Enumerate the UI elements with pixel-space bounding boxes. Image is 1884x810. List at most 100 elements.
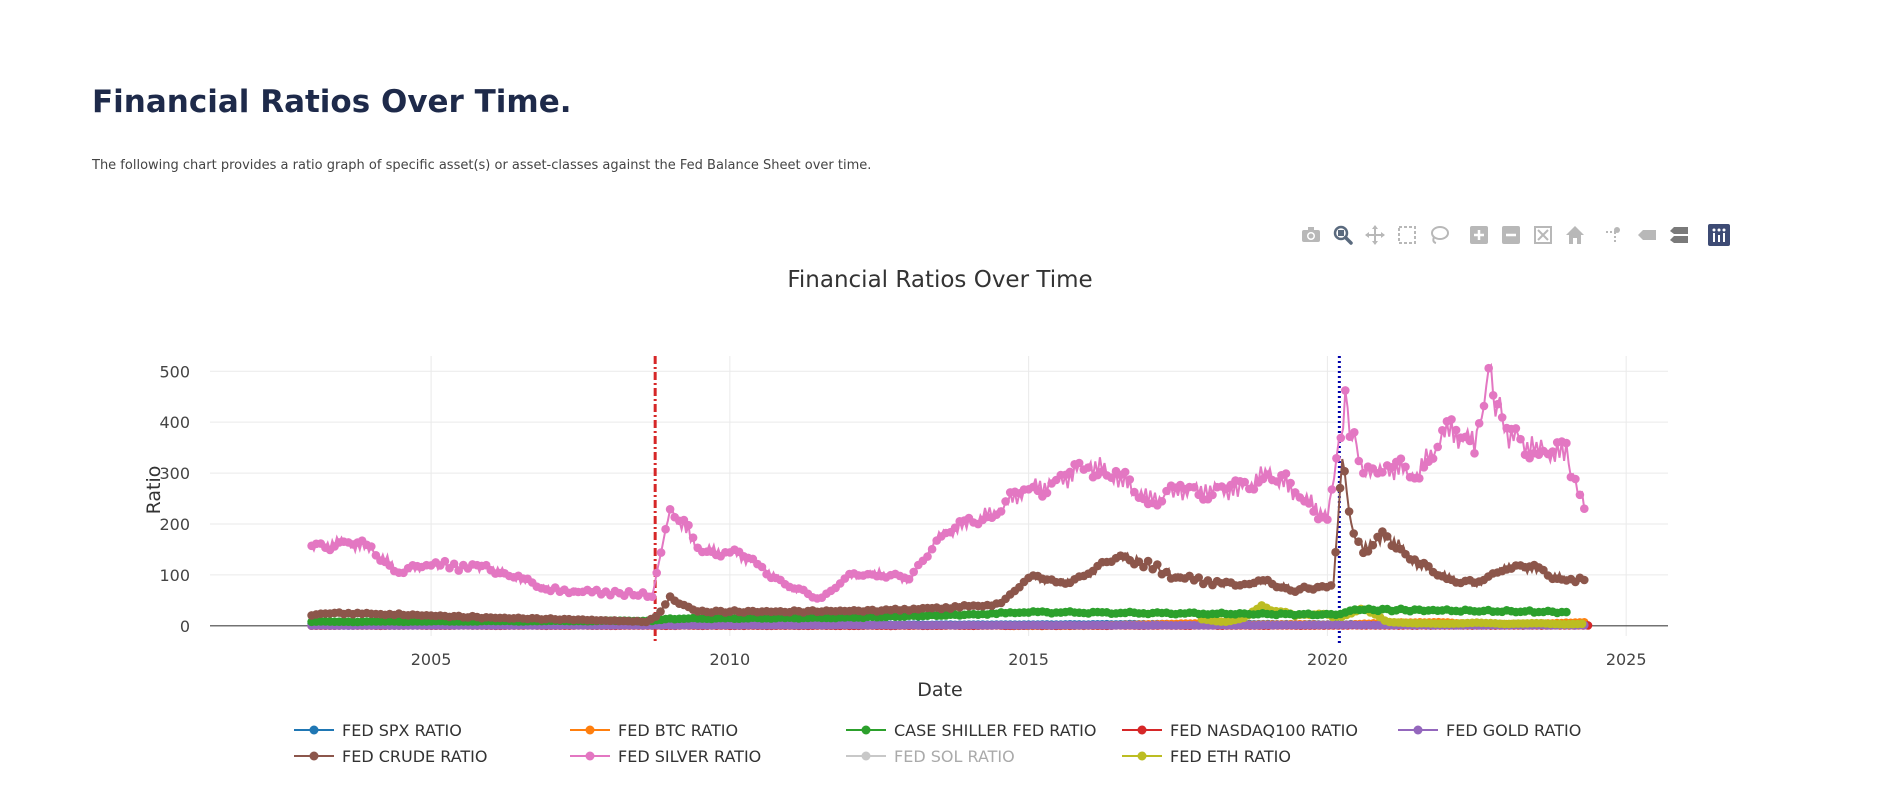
data-point [1580, 504, 1589, 513]
legend-swatch-marker [861, 725, 871, 735]
y-axis-label: Ratio [143, 466, 165, 515]
data-point [440, 556, 450, 566]
x-tick-label: 2025 [1606, 650, 1647, 669]
data-point [1433, 442, 1442, 452]
legend-swatch-marker [1137, 725, 1147, 735]
hover-compare-icon[interactable] [1666, 222, 1692, 248]
series-fed-silver-ratio[interactable] [307, 362, 1589, 603]
legend-swatch-marker [1137, 751, 1147, 761]
data-point [684, 520, 693, 530]
data-point [1571, 474, 1580, 484]
data-point [923, 552, 932, 561]
legend-item[interactable]: FED SPX RATIO [294, 721, 462, 740]
legend-item[interactable]: FED SILVER RATIO [570, 747, 761, 766]
legend-label: FED BTC RATIO [618, 721, 738, 740]
y-tick-label: 0 [180, 617, 190, 636]
data-point [1249, 485, 1259, 494]
data-point [1286, 478, 1295, 488]
spike-lines-icon[interactable] [1602, 222, 1628, 248]
legend-item[interactable]: CASE SHILLER FED RATIO [846, 721, 1097, 740]
legend-item[interactable]: FED CRUDE RATIO [294, 747, 488, 766]
legend-item[interactable]: FED NASDAQ100 RATIO [1122, 721, 1358, 740]
data-point [1484, 363, 1493, 373]
legend-swatch-marker [1413, 725, 1423, 735]
hover-closest-icon[interactable] [1634, 222, 1660, 248]
data-point [1033, 486, 1043, 496]
lasso-select-icon[interactable] [1426, 222, 1452, 248]
pan-icon[interactable] [1362, 222, 1388, 248]
data-point [1438, 426, 1447, 435]
data-point [1042, 488, 1052, 498]
data-point [1327, 485, 1337, 494]
data-point [1074, 458, 1084, 468]
data-point [1139, 562, 1148, 572]
legend-label: FED SPX RATIO [342, 721, 462, 740]
data-point [1368, 540, 1378, 550]
data-point [1189, 483, 1199, 492]
series-line [310, 362, 1586, 600]
data-point [1575, 490, 1585, 500]
data-point [1332, 454, 1341, 463]
legend-label: FED NASDAQ100 RATIO [1170, 721, 1358, 740]
legend-swatch-marker [309, 725, 319, 735]
data-point [1065, 467, 1075, 477]
zoom-icon[interactable] [1330, 222, 1356, 248]
data-point [1350, 428, 1359, 437]
zoom-in-icon[interactable] [1466, 222, 1492, 248]
data-point [1474, 419, 1484, 428]
data-point [1516, 434, 1525, 444]
data-point [1447, 415, 1456, 424]
box-select-icon[interactable] [1394, 222, 1420, 248]
legend-swatch-marker [861, 751, 871, 761]
data-point [1084, 463, 1093, 472]
y-tick-label: 500 [159, 362, 190, 381]
reset-axes-icon[interactable] [1562, 222, 1588, 248]
y-tick-label: 400 [159, 413, 190, 432]
data-point [1323, 515, 1332, 524]
zoom-out-icon[interactable] [1498, 222, 1524, 248]
data-point [652, 568, 661, 578]
data-point [1272, 477, 1282, 486]
legend-item[interactable]: FED SOL RATIO [846, 747, 1015, 766]
data-point [996, 507, 1006, 516]
data-point [909, 567, 918, 577]
data-point [1378, 468, 1387, 477]
data-point [1340, 466, 1349, 476]
data-point [1120, 467, 1130, 477]
grid [210, 356, 1668, 636]
data-point [950, 523, 960, 532]
data-point [367, 542, 376, 551]
data-point [1341, 386, 1350, 395]
data-point [1415, 474, 1424, 483]
data-point [1240, 477, 1249, 487]
x-tick-label: 2010 [710, 650, 751, 669]
data-point [1359, 468, 1368, 478]
data-point [1470, 449, 1479, 458]
legend-swatch-marker [309, 751, 319, 761]
data-point [1208, 490, 1217, 500]
data-point [449, 559, 459, 569]
page-description: The following chart provides a ratio gra… [92, 158, 872, 173]
legend-item[interactable]: FED GOLD RATIO [1398, 721, 1581, 740]
data-point [1143, 556, 1153, 566]
chart-toolbar [1298, 222, 1738, 248]
data-point [647, 592, 657, 601]
series-line [311, 458, 1585, 624]
data-point [1562, 438, 1571, 448]
data-point [1396, 454, 1406, 463]
data-point [904, 574, 914, 584]
legend-swatch-marker [585, 725, 595, 735]
legend-swatch-marker [585, 751, 595, 761]
plotly-logo-icon[interactable] [1706, 222, 1732, 248]
legend-item[interactable]: FED BTC RATIO [570, 721, 738, 740]
series-fed-crude-ratio[interactable] [307, 458, 1589, 627]
legend-item[interactable]: FED ETH RATIO [1122, 747, 1291, 766]
camera-icon[interactable] [1298, 222, 1324, 248]
chart-title: Financial Ratios Over Time [787, 267, 1092, 293]
autoscale-icon[interactable] [1530, 222, 1556, 248]
data-point [1153, 560, 1162, 569]
data-point [1331, 547, 1340, 557]
legend-label: FED GOLD RATIO [1446, 721, 1581, 740]
data-point [1336, 433, 1346, 443]
data-point [1281, 469, 1291, 478]
